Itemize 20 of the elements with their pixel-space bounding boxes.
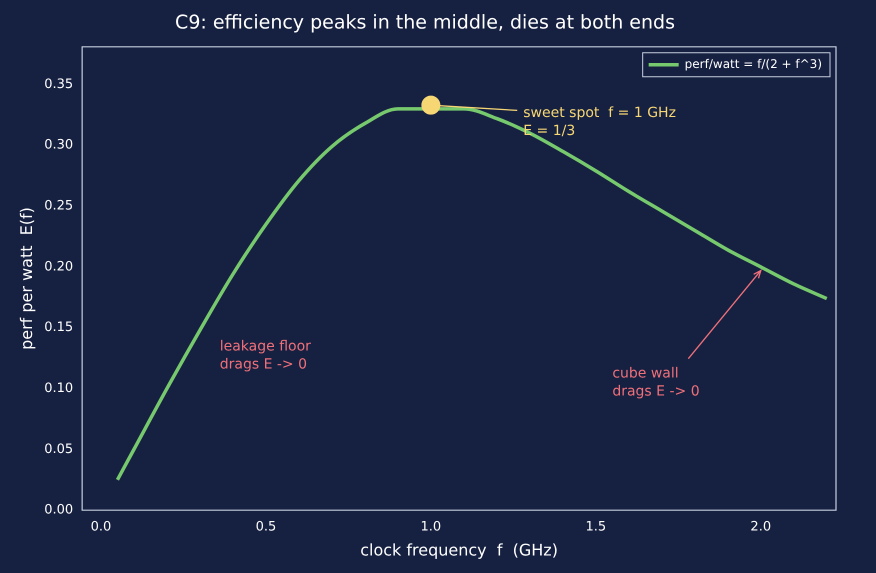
x-tick-label: 0.5 [256, 519, 276, 534]
legend-label: perf/watt = f/(2 + f^3) [684, 56, 822, 71]
x-tick-label: 0.0 [90, 519, 112, 534]
y-tick-label: 0.25 [44, 198, 74, 214]
x-tick-label: 2.0 [750, 519, 772, 534]
y-tick-label: 0.30 [44, 138, 74, 153]
y-tick-label: 0.35 [44, 76, 74, 92]
x-tick-label: 1.0 [420, 519, 442, 534]
chart-title: C9: efficiency peaks in the middle, dies at both ends [175, 11, 675, 34]
y-tick-label: 0.05 [44, 442, 74, 457]
y-tick-label: 0.10 [44, 380, 74, 396]
y-tick-label: 0.20 [44, 259, 74, 274]
y-tick-label: 0.00 [44, 502, 74, 518]
y-axis-title: perf per watt E(f) [16, 207, 36, 350]
annotation: cube wall drags E -> 0 [612, 365, 700, 400]
annotation: leakage floor drags E -> 0 [220, 338, 312, 373]
x-axis-title: clock frequency f (GHz) [360, 540, 558, 560]
y-tick-label: 0.15 [44, 320, 74, 336]
x-tick-label: 1.5 [585, 519, 606, 534]
line-series [116, 107, 829, 482]
